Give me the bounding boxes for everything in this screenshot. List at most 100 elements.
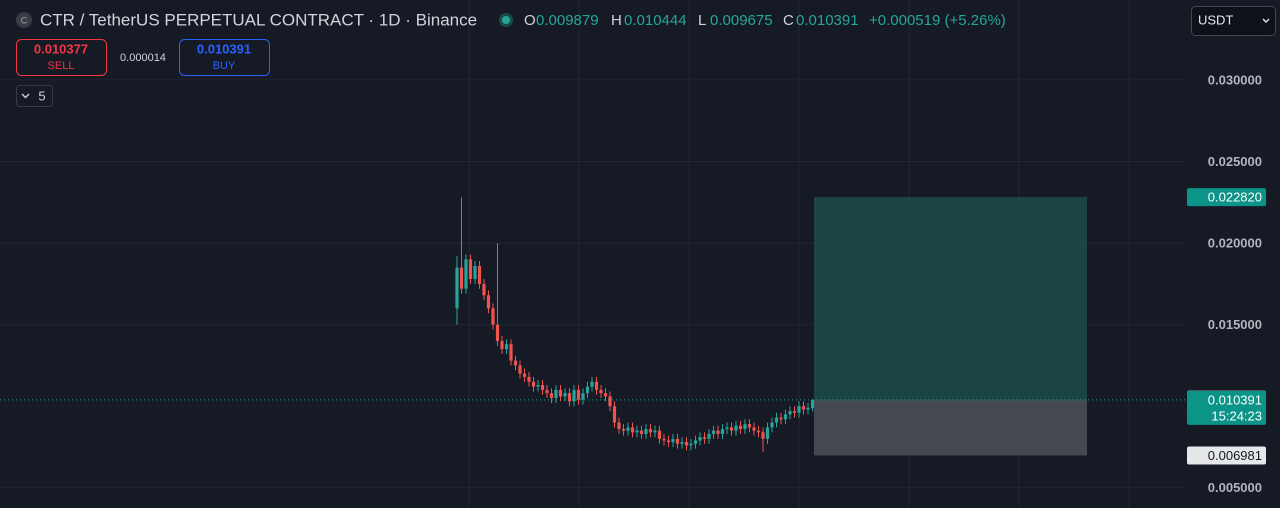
candle-body: [707, 433, 711, 439]
candle-body: [455, 267, 459, 309]
change: +0.000519 (+5.26%): [869, 12, 1006, 29]
indicators-count[interactable]: 5: [38, 88, 45, 103]
candle-body: [500, 340, 504, 350]
candle-body: [779, 417, 783, 420]
countdown: 15:24:23: [1211, 408, 1262, 423]
profit-zone: [814, 197, 1087, 400]
candle-body: [491, 308, 495, 325]
ohlc-label: L: [698, 12, 706, 29]
candle-body: [536, 384, 540, 387]
candle-body: [680, 442, 684, 444]
candle-body: [540, 384, 545, 390]
loss-zone: [814, 399, 1087, 456]
candle-body: [684, 442, 689, 446]
candle-body: [594, 381, 599, 390]
candle-body: [653, 430, 657, 433]
candle-body: [702, 437, 707, 439]
candle-body: [486, 295, 491, 309]
candle-body: [581, 393, 585, 400]
symbol-icon: [16, 12, 32, 28]
candle-body: [531, 381, 536, 387]
sell-button[interactable]: [16, 39, 107, 76]
ohlc-value: 0.010444: [624, 12, 687, 29]
candle-body: [698, 437, 702, 441]
candle-body: [711, 430, 716, 434]
y-tick-label: 0.030000: [1208, 72, 1262, 87]
candle-body: [522, 373, 527, 377]
candle-body: [630, 427, 635, 433]
candle-body: [612, 406, 617, 423]
candle-body: [603, 393, 608, 397]
candle-body: [621, 429, 626, 431]
symbol-icon-letter: C: [21, 15, 28, 25]
candle-body: [558, 389, 563, 397]
price-tag: [1187, 446, 1266, 465]
candle-body: [716, 430, 720, 434]
chart-title: CTR / TetherUS PERPETUAL CONTRACT · 1D ·…: [40, 10, 477, 29]
candle-body: [617, 422, 621, 430]
ohlc-value: 0.009879: [536, 12, 599, 29]
candle-body: [464, 259, 468, 289]
buy-price[interactable]: 0.010391: [197, 41, 251, 56]
indicators-toggle[interactable]: [16, 85, 53, 107]
candle-body: [774, 417, 779, 423]
price-tag-label: 0.022820: [1208, 190, 1262, 205]
candle-body: [468, 259, 473, 279]
candle-body: [639, 430, 644, 434]
candle-body: [585, 386, 590, 394]
price-tag: [1187, 188, 1266, 207]
price-tag: [1187, 390, 1266, 425]
candle-body: [549, 393, 554, 399]
price-tag-label: 0.010391: [1208, 392, 1262, 407]
candle-body: [648, 429, 653, 433]
candle-body: [495, 324, 500, 341]
chevron-icon[interactable]: [1262, 18, 1270, 23]
candle-body: [545, 389, 549, 394]
candle-body: [738, 425, 743, 430]
candle-body: [608, 396, 612, 407]
currency-label[interactable]: USDT: [1198, 12, 1233, 27]
candle-body: [761, 432, 765, 439]
plot: 0.030000 0.025000 0.020000 0.015000 0.005000…: [0, 72, 1266, 495]
candle-body: [554, 389, 558, 399]
candle-body: [770, 422, 774, 428]
candle-body: [513, 360, 518, 366]
candle-body: [720, 429, 725, 434]
chevron-icon[interactable]: [21, 93, 30, 99]
ohlc-label: H: [611, 12, 622, 29]
sell-price[interactable]: 0.010377: [34, 41, 88, 56]
candle-body: [473, 265, 477, 279]
candle-body: [576, 389, 581, 400]
candle-body: [693, 440, 698, 444]
spread: 0.000014: [120, 52, 166, 64]
candle-body: [626, 427, 630, 431]
candle-body: [459, 267, 464, 289]
candle-body: [644, 429, 648, 434]
candle-body: [482, 283, 486, 296]
candle-body: [689, 443, 693, 446]
price-tag-label: 0.006981: [1208, 448, 1262, 463]
buy-label[interactable]: BUY: [213, 60, 236, 72]
candle-body: [788, 411, 792, 415]
y-tick-label: 0.015000: [1208, 317, 1262, 332]
candle-body: [765, 427, 770, 439]
buy-button[interactable]: [179, 39, 270, 76]
candle-body: [590, 381, 594, 387]
candle-body: [675, 438, 680, 444]
currency-select[interactable]: [1191, 6, 1276, 36]
candle-body: [662, 438, 666, 441]
ohlc-value: 0.009675: [710, 12, 773, 29]
candle-body: [734, 425, 738, 431]
status-dot: [502, 16, 510, 24]
ohlc-label: C: [783, 12, 794, 29]
candle-body: [725, 427, 729, 430]
candle-body: [801, 406, 806, 410]
candle-body: [783, 414, 788, 420]
candle-body: [792, 411, 797, 413]
candle-body: [527, 376, 531, 382]
candle-body: [729, 427, 734, 431]
candle-body: [743, 424, 747, 430]
sell-label[interactable]: SELL: [48, 60, 75, 72]
